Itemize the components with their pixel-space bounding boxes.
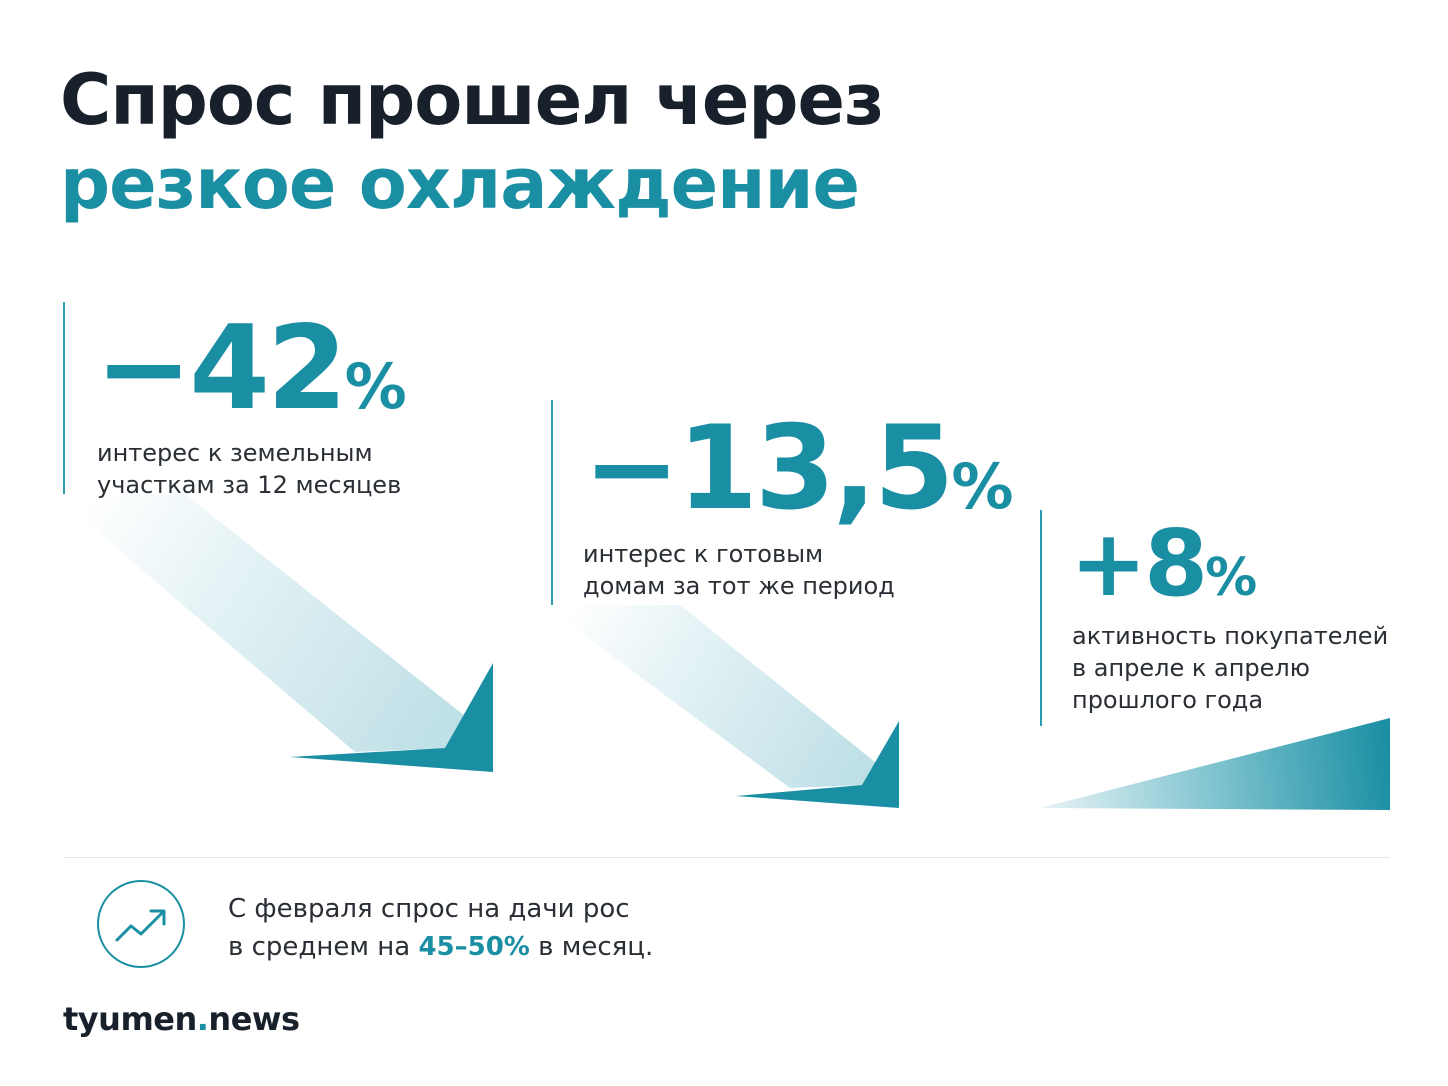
stat-1-number: −42: [95, 301, 348, 436]
summary-note-prefix: в среднем на: [228, 932, 419, 962]
stat-2-accent-line: [551, 400, 553, 605]
stat-3-desc-line-2: в апреле к апрелю: [1072, 654, 1310, 682]
arrow-1-head: [290, 663, 493, 772]
stat-2-number: −13,5: [583, 401, 954, 536]
stat-1-desc-line-2: участкам за 12 месяцев: [97, 471, 402, 499]
stat-3-accent-line: [1040, 510, 1042, 726]
stat-1-value: −42%: [95, 304, 407, 452]
stat-2-unit: %: [951, 450, 1014, 523]
stat-2-desc-line-2: домам за тот же период: [583, 572, 895, 600]
stat-2-description: интерес к готовым домам за тот же период: [583, 538, 895, 602]
headline-line-1: Спрос прошел через: [60, 59, 885, 141]
stat-3-desc-line-3: прошлого года: [1072, 686, 1264, 714]
arrow-1-shaft: [66, 494, 475, 752]
footer-divider: [63, 857, 1390, 858]
stat-2-value: −13,5%: [583, 404, 1014, 552]
summary-note-line-1: С февраля спрос на дачи рос: [228, 894, 630, 924]
stat-3-desc-line-1: активность покупателей: [1072, 622, 1389, 650]
arrow-2-head: [736, 721, 899, 808]
trending-up-icon: [97, 880, 185, 968]
brand-logo: tyumen.news: [63, 1000, 300, 1038]
brand-name: tyumen: [63, 1000, 197, 1038]
stat-3-value: +8%: [1070, 504, 1257, 638]
stat-1-accent-line: [63, 302, 65, 494]
arrow-3-wedge: [1040, 718, 1390, 810]
brand-suffix: news: [208, 1000, 300, 1038]
stat-1-unit: %: [344, 350, 407, 423]
summary-note-line-2: в среднем на 45–50% в месяц.: [228, 928, 653, 966]
arrow-2-shaft: [553, 605, 880, 788]
stat-3-unit: %: [1205, 548, 1258, 608]
stat-1-desc-line-1: интерес к земельным: [97, 439, 373, 467]
summary-note-suffix: в месяц.: [529, 932, 654, 962]
headline-line-2: резкое охлаждение: [60, 143, 860, 225]
stat-3-description: активность покупателей в апреле к апрелю…: [1072, 620, 1388, 716]
stat-1-description: интерес к земельным участкам за 12 месяц…: [97, 437, 401, 501]
headline: Спрос прошел через резкое охлаждение: [60, 58, 885, 226]
brand-dot: .: [196, 1000, 209, 1038]
summary-note: С февраля спрос на дачи рос в среднем на…: [228, 890, 653, 966]
stat-3-number: +8: [1070, 510, 1208, 617]
stat-2-desc-line-1: интерес к готовым: [583, 540, 824, 568]
summary-note-highlight: 45–50%: [418, 932, 530, 962]
